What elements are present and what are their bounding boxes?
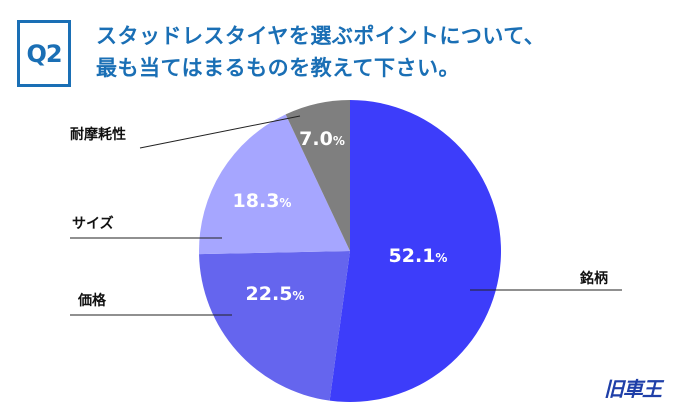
page-title: スタッドレスタイヤを選ぶポイントについて、 最も当てはまるものを教えて下さい。 bbox=[96, 20, 545, 84]
title-line-2: 最も当てはまるものを教えて下さい。 bbox=[96, 56, 461, 80]
pie-slice-1 bbox=[199, 251, 350, 401]
data-label-0: 52.1% bbox=[389, 245, 448, 267]
title-line-1: スタッドレスタイヤを選ぶポイントについて、 bbox=[96, 24, 546, 48]
pie-slice-2 bbox=[199, 114, 350, 255]
pie-slice-0 bbox=[329, 100, 502, 402]
data-label-2: 18.3% bbox=[233, 190, 292, 212]
data-label-1: 22.5% bbox=[246, 283, 305, 305]
category-label-1: 価格 bbox=[78, 293, 106, 309]
brand-logo: 旧車王 bbox=[604, 377, 662, 401]
pie-slice-3 bbox=[285, 100, 350, 251]
category-label-0: 銘柄 bbox=[580, 271, 608, 287]
data-label-3: 7.0% bbox=[299, 128, 345, 150]
question-badge: Q2 bbox=[17, 20, 71, 87]
category-label-2: サイズ bbox=[72, 216, 114, 232]
category-label-3: 耐摩耗性 bbox=[70, 127, 126, 143]
leader-line-3 bbox=[139, 115, 301, 149]
